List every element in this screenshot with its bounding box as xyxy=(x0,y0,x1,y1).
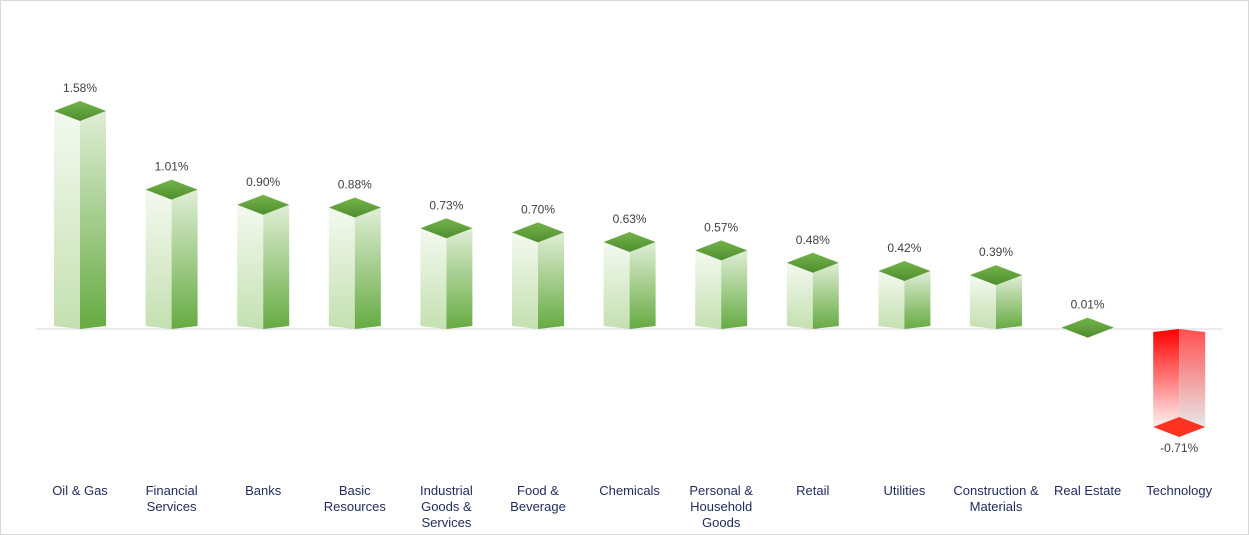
data-label: -0.71% xyxy=(1160,441,1198,455)
bar-top-face xyxy=(145,179,198,200)
bar-side-face xyxy=(80,110,106,330)
data-label: 0.63% xyxy=(613,212,647,226)
bar-side-face xyxy=(812,262,839,329)
bar-3: 0.88% xyxy=(328,178,381,329)
data-label: 0.39% xyxy=(979,245,1013,259)
bar-top-face xyxy=(878,261,931,282)
bar-5: 0.70% xyxy=(512,202,564,329)
bar-front-face xyxy=(970,275,996,329)
category-label: Construction & Materials xyxy=(953,483,1039,514)
bar-6: 0.63% xyxy=(603,212,656,329)
bar-12: -0.71% xyxy=(1153,329,1206,455)
bar-10: 0.39% xyxy=(970,245,1022,329)
category-label: Banks xyxy=(245,483,282,498)
data-label: 0.70% xyxy=(521,202,555,216)
bar-side-face xyxy=(629,242,656,329)
bar-top-face xyxy=(786,252,839,273)
data-label: 0.88% xyxy=(338,178,372,192)
bar-4: 0.73% xyxy=(420,198,473,329)
category-label: Oil & Gas xyxy=(52,483,108,498)
bar-top-face xyxy=(603,232,656,253)
bar-side-face xyxy=(171,189,198,329)
bar-side-face xyxy=(1179,329,1206,427)
bar-7: 0.57% xyxy=(695,220,748,329)
bar-front-face xyxy=(1153,329,1180,427)
bar-top-face xyxy=(328,197,381,218)
category-label: Retail xyxy=(796,483,829,498)
bar-front-face xyxy=(878,271,905,329)
bar-front-face xyxy=(237,204,264,329)
bar-side-face xyxy=(721,250,748,329)
data-label: 0.57% xyxy=(704,220,738,234)
bar-top-face xyxy=(695,240,748,261)
data-label: 0.90% xyxy=(246,175,280,189)
category-label: Industrial Goods & Services xyxy=(420,483,473,530)
category-label: Personal & Household Goods xyxy=(689,483,753,530)
bar-front-face xyxy=(512,232,538,329)
category-label: Real Estate xyxy=(1054,483,1121,498)
category-label: Basic Resources xyxy=(324,483,387,514)
bar-top-face xyxy=(237,194,290,215)
bar-front-face xyxy=(328,207,355,329)
bar-top-face xyxy=(970,265,1022,286)
category-label: Technology xyxy=(1146,483,1212,498)
data-label: 0.73% xyxy=(429,198,463,212)
bar-side-face xyxy=(904,271,931,329)
category-label: Chemicals xyxy=(599,483,660,498)
bar-front-face xyxy=(786,262,813,329)
bar-9: 0.42% xyxy=(878,241,931,329)
bar-side-face xyxy=(263,204,290,329)
data-label: 0.42% xyxy=(887,241,921,255)
bar-front-face xyxy=(145,189,172,329)
bar-front-face xyxy=(603,242,630,329)
bar-side-face xyxy=(538,232,564,329)
category-label: Financial Services xyxy=(146,483,198,514)
bar-front-face xyxy=(54,110,80,330)
bar-top-face xyxy=(420,218,473,239)
category-label: Utilities xyxy=(883,483,925,498)
bar-0: 1.58% xyxy=(54,81,106,330)
bar-front-face xyxy=(420,228,447,329)
data-label: 1.01% xyxy=(155,160,189,174)
bar-top-face xyxy=(512,222,564,243)
data-label: 0.48% xyxy=(796,233,830,247)
bar-side-face xyxy=(446,228,473,329)
data-label: 0.01% xyxy=(1071,298,1105,312)
bar-side-face xyxy=(354,207,381,329)
data-label: 1.58% xyxy=(63,81,97,95)
bar-2: 0.90% xyxy=(237,175,290,329)
bar-bottom-face xyxy=(1153,416,1206,437)
bar-top-face xyxy=(1061,317,1114,338)
bar-8: 0.48% xyxy=(786,233,839,329)
bar-1: 1.01% xyxy=(145,160,198,329)
bar-side-face xyxy=(996,275,1022,329)
bar-11: 0.01% xyxy=(1061,298,1114,338)
bar-front-face xyxy=(695,250,722,329)
category-label: Food & Beverage xyxy=(510,483,566,514)
bar-top-face xyxy=(54,100,106,121)
